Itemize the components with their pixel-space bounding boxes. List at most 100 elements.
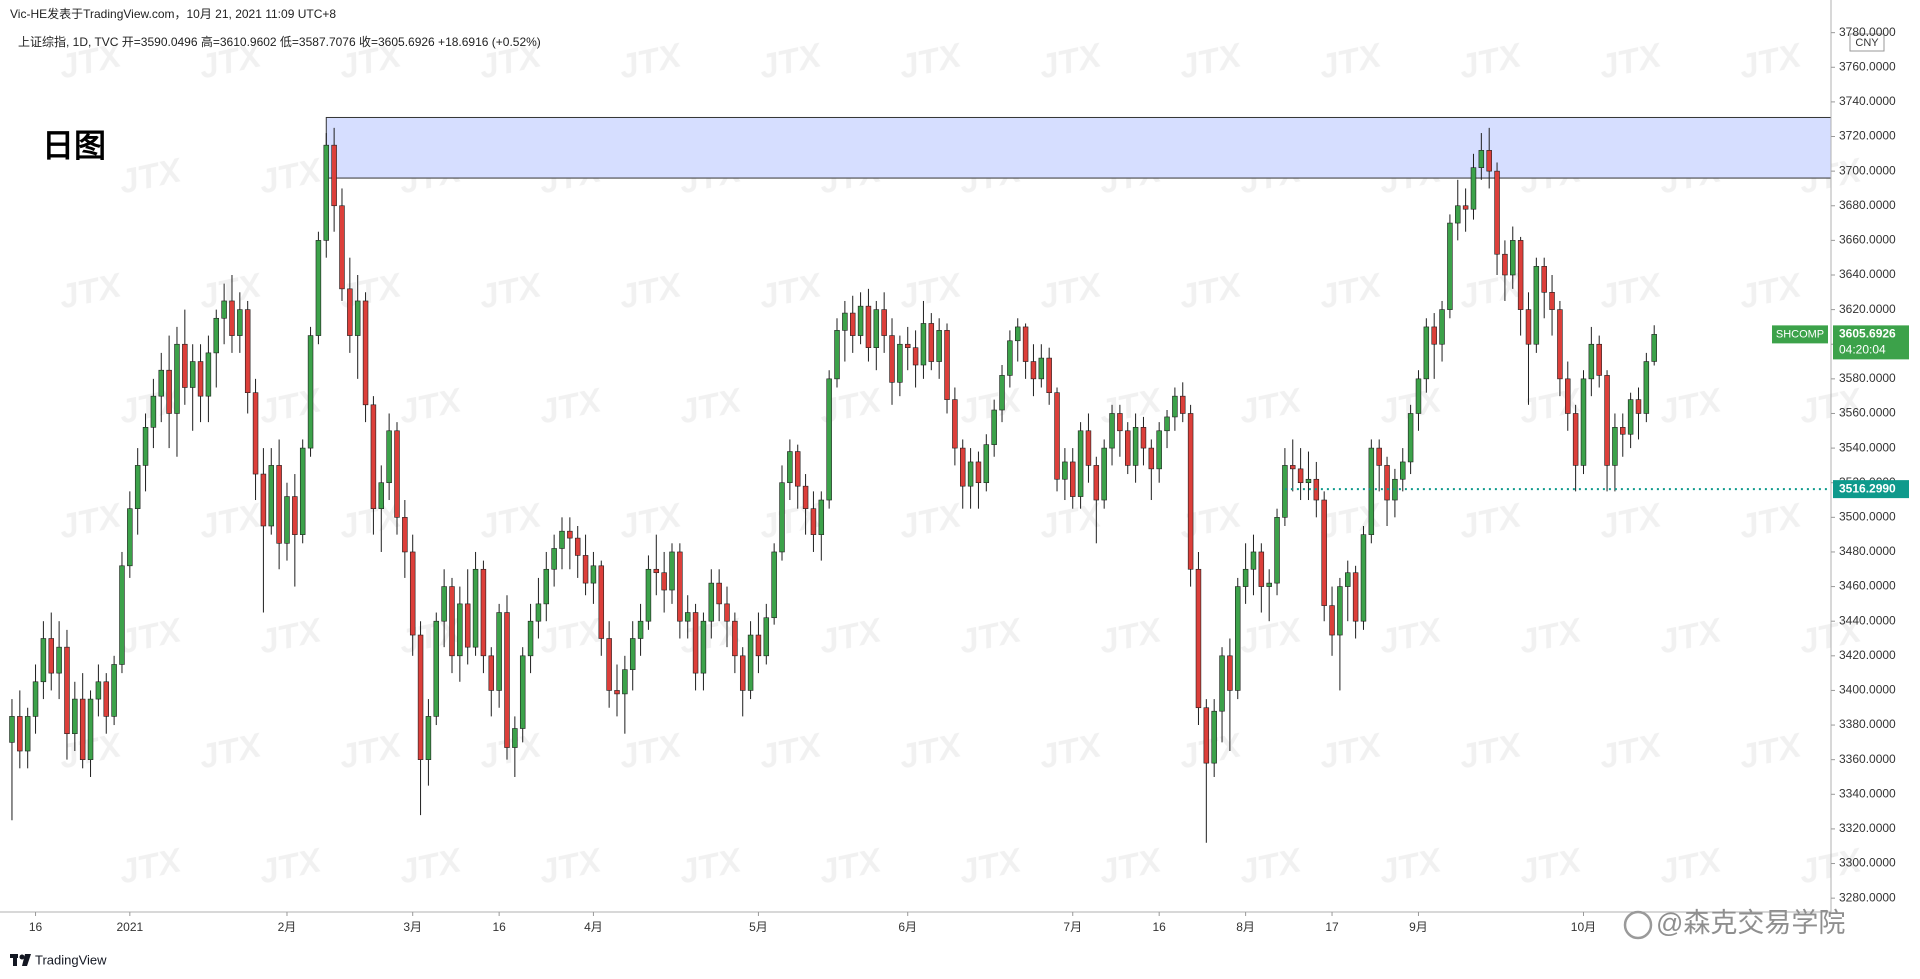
- axis-layer: 3280.0000 3300.0000 3320.0000 3340.0000 3360…: [29, 25, 1909, 934]
- candle-body: [551, 548, 557, 570]
- candle-body: [1140, 427, 1147, 449]
- candle-body: [842, 312, 848, 331]
- candle-body: [1431, 326, 1437, 345]
- candle-body: [590, 565, 597, 584]
- candle-body: [692, 612, 699, 674]
- candle-body: [967, 461, 974, 487]
- candle-body: [182, 343, 188, 388]
- candle-body: [826, 378, 832, 501]
- x-tick-label: 5月: [749, 920, 768, 934]
- watermark-icon: [1623, 910, 1653, 940]
- candle-body: [779, 482, 785, 553]
- candle-body: [787, 451, 793, 484]
- candle-body: [1022, 326, 1029, 362]
- candle-body: [48, 638, 54, 674]
- candle-body: [111, 664, 117, 717]
- candle-body: [504, 612, 510, 748]
- candle-body: [1588, 343, 1595, 380]
- symbol-legend: 上证综指, 1D, TVC 开=3590.0496 高=3610.9602 低=…: [18, 34, 541, 49]
- candle-body: [1030, 361, 1037, 380]
- candle-body: [512, 728, 518, 748]
- candle-body: [347, 288, 353, 336]
- y-tick-label: 3460.0000: [1839, 579, 1896, 593]
- chart-title: 日图: [42, 127, 106, 163]
- candle-body: [1235, 586, 1241, 691]
- candle-body: [724, 603, 730, 622]
- candle-body: [142, 427, 149, 466]
- candle-body: [1180, 395, 1186, 414]
- candle-body: [40, 638, 47, 683]
- candle-body: [983, 444, 990, 484]
- y-tick-label: 3540.0000: [1839, 440, 1896, 454]
- candle-body: [213, 317, 219, 354]
- candle-body: [1525, 309, 1532, 345]
- candle-body: [1557, 309, 1563, 380]
- candle-body: [975, 461, 982, 484]
- candle-body: [24, 716, 31, 752]
- countdown-label: 04:20:04: [1839, 343, 1886, 357]
- candle-body: [292, 496, 298, 535]
- x-tick-label: 17: [1325, 920, 1339, 934]
- candle-body: [1470, 167, 1477, 210]
- candle-body: [582, 555, 589, 584]
- candle-body: [166, 369, 172, 414]
- y-tick-label: 3440.0000: [1839, 613, 1896, 627]
- candle-body: [1494, 170, 1500, 255]
- candle-body: [1439, 309, 1445, 345]
- candle-body: [920, 323, 927, 366]
- candle-body: [527, 620, 534, 657]
- candle-body: [574, 537, 581, 556]
- x-tick-label: 16: [1152, 920, 1166, 934]
- candle-body: [543, 568, 550, 605]
- candle-body: [457, 603, 463, 657]
- candle-body: [1242, 568, 1249, 587]
- candle-body: [606, 638, 612, 691]
- candle-body: [897, 343, 903, 383]
- candle-body: [425, 716, 432, 760]
- y-tick-label: 3580.0000: [1839, 371, 1896, 385]
- y-tick-label: 3680.0000: [1839, 198, 1896, 212]
- candle-body: [889, 335, 895, 383]
- candle-body: [1062, 461, 1068, 480]
- candle-body: [1085, 430, 1092, 466]
- y-tick-label: 3280.0000: [1839, 890, 1896, 904]
- symbol-box: [1772, 325, 1828, 344]
- candle-body: [1329, 605, 1335, 636]
- candle-body: [904, 343, 911, 348]
- candle-body: [472, 568, 479, 648]
- candle-body: [276, 465, 282, 544]
- candle-body: [684, 612, 691, 622]
- candle-body: [1510, 240, 1516, 276]
- candle-body: [1345, 572, 1351, 587]
- candle-body: [1038, 357, 1045, 380]
- candle-body: [1290, 465, 1296, 470]
- candle-body: [323, 144, 330, 241]
- candle-body: [1156, 430, 1162, 470]
- candle-body: [661, 572, 667, 591]
- candle-body: [496, 612, 502, 691]
- candle-body: [268, 465, 275, 527]
- y-tick-label: 3400.0000: [1839, 683, 1896, 697]
- candle-body: [1447, 222, 1453, 310]
- candle-body: [999, 375, 1005, 411]
- support-label: 3516.2990: [1839, 481, 1896, 495]
- candle-body: [221, 300, 227, 319]
- candle-body: [637, 620, 644, 639]
- candle-body: [17, 716, 23, 752]
- candle-body: [1627, 399, 1634, 435]
- candle-body: [480, 568, 487, 657]
- candle-body: [834, 330, 840, 380]
- y-tick-label: 3500.0000: [1839, 510, 1896, 524]
- x-tick-label: 16: [492, 920, 506, 934]
- candle-body: [771, 551, 777, 619]
- y-tick-label: 3560.0000: [1839, 406, 1896, 420]
- currency: CNY: [1855, 37, 1879, 49]
- candle-body: [677, 551, 683, 622]
- candle-body: [1620, 427, 1626, 435]
- plot-area: [9, 116, 1832, 843]
- candle-body: [810, 508, 817, 535]
- y-tick-label: 3320.0000: [1839, 821, 1896, 835]
- candle-body: [339, 205, 345, 290]
- y-tick-label: 3360.0000: [1839, 752, 1896, 766]
